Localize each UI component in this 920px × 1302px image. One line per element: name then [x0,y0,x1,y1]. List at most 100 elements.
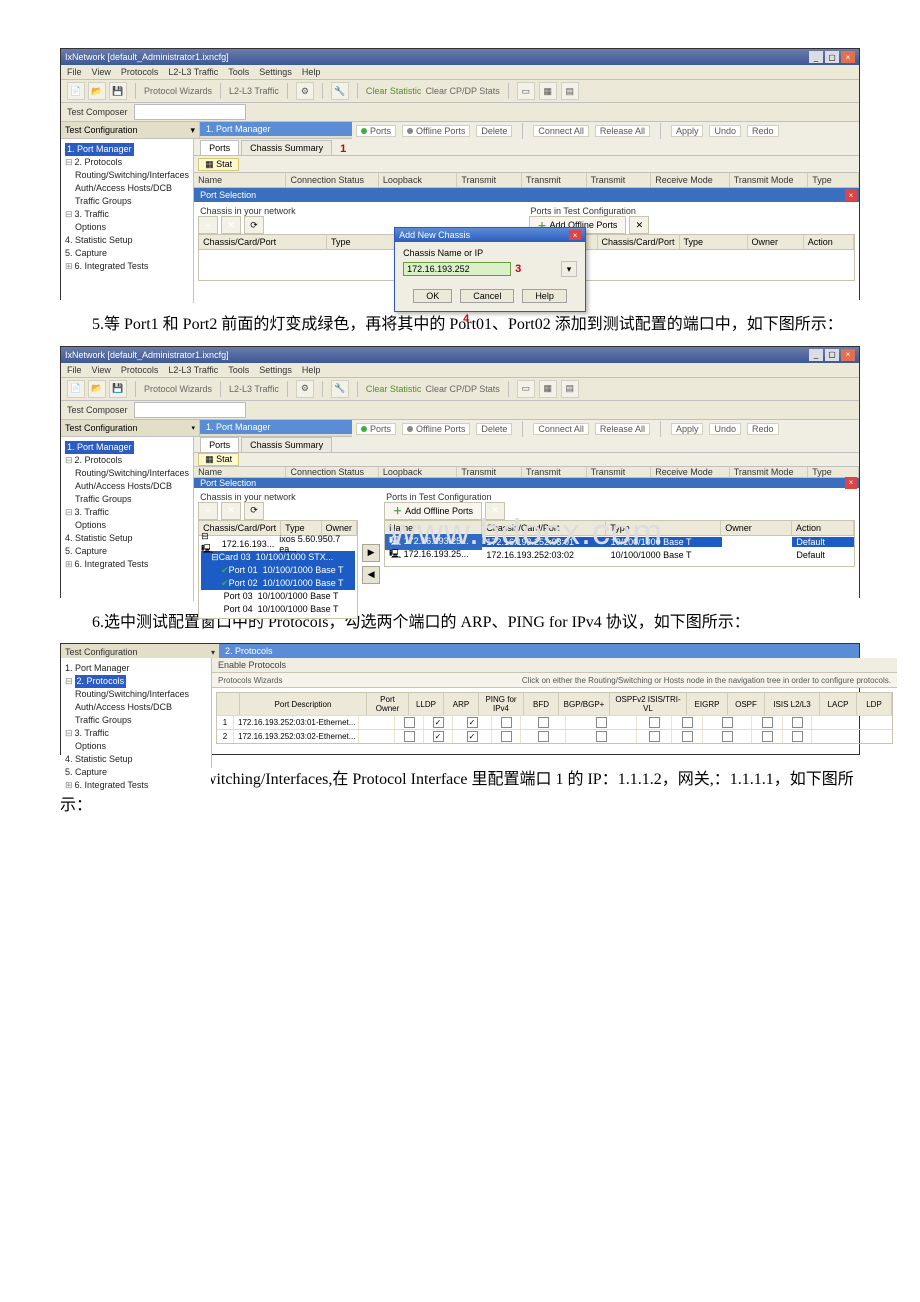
open-icon[interactable]: 📂 [88,82,106,100]
menu-help-2[interactable]: Help [302,365,321,375]
row1-ping-checkbox[interactable]: ✓ [467,717,478,728]
row2-ospfv2-checkbox[interactable] [596,731,607,742]
view-icon-3[interactable]: ▤ [561,82,579,100]
tree-port-manager-2[interactable]: 1. Port Manager [65,441,189,454]
apply-button[interactable]: Apply [671,125,704,137]
row1-ldp-checkbox[interactable] [792,717,803,728]
add-chassis-button[interactable]: ＋ [198,216,218,234]
tree-integrated-3[interactable]: ⊞6. Integrated Tests [65,779,207,792]
refresh-chassis-button[interactable]: ⟳ [244,216,264,234]
release-all-button-2[interactable]: Release All [595,423,650,435]
ok-button[interactable]: OK [413,289,452,303]
menu-view-2[interactable]: View [92,365,111,375]
menu-settings[interactable]: Settings [259,67,292,77]
test-composer-field-2[interactable] [134,402,246,418]
redo-button[interactable]: Redo [747,125,779,137]
port01-row[interactable]: ✔ Port 01 10/100/1000 Base T [201,564,355,577]
tab-chassis-summary[interactable]: Chassis Summary [241,140,332,155]
clear-statistic-btn[interactable]: Clear Statistic [366,86,422,96]
redo-button-2[interactable]: Redo [747,423,779,435]
tab-ports[interactable]: Ports [200,140,239,155]
tree-integrated-2[interactable]: ⊞6. Integrated Tests [65,558,189,571]
row1-eigrp-checkbox[interactable] [649,717,660,728]
offline-ports-button-2[interactable]: Offline Ports [402,423,470,435]
close-button-2[interactable]: × [841,349,855,361]
clear-cpdp-btn[interactable]: Clear CP/DP Stats [425,86,499,96]
tree-options-2[interactable]: Options [65,519,189,532]
tree-routing[interactable]: Routing/Switching/Interfaces [65,169,189,182]
port03-row[interactable]: Port 03 10/100/1000 Base T [201,590,355,603]
tree-traffic-groups-2[interactable]: Traffic Groups [65,493,189,506]
tree-options-3[interactable]: Options [65,740,207,753]
ports-button[interactable]: Ports [356,125,396,137]
testport-row-2[interactable]: 🖳 172.16.193.25... 172.16.193.252:03:02 … [385,549,854,562]
protocol-wizards-btn-2[interactable]: Protocol Wizards [144,384,212,394]
offline-ports-button[interactable]: Offline Ports [402,125,470,137]
row1-bfd-checkbox[interactable] [501,717,512,728]
remove-offline-button-2[interactable]: ✕ [485,502,505,520]
row1-lacp-checkbox[interactable] [762,717,773,728]
chevron-down-icon-2[interactable]: ▾ [191,424,195,432]
row1-isis-checkbox[interactable] [722,717,733,728]
clear-statistic-btn-2[interactable]: Clear Statistic [366,384,422,394]
remove-offline-button[interactable]: ✕ [629,216,649,234]
tree-traffic-2[interactable]: ⊟3. Traffic [65,506,189,519]
chevron-down-icon[interactable]: ▾ [190,125,195,136]
tree-traffic-groups-3[interactable]: Traffic Groups [65,714,207,727]
gear-icon[interactable]: ⚙ [296,82,314,100]
tree-integrated[interactable]: ⊞6. Integrated Tests [65,260,189,273]
ports-button-2[interactable]: Ports [356,423,396,435]
tree-protocols[interactable]: ⊟2. Protocols [65,156,189,169]
menu-file-2[interactable]: File [67,365,82,375]
menu-protocols[interactable]: Protocols [121,67,159,77]
apply-button-2[interactable]: Apply [671,423,704,435]
port-selection-close[interactable]: × [845,189,857,201]
undo-button[interactable]: Undo [709,125,741,137]
menu-file[interactable]: File [67,67,82,77]
port-selection-close-2[interactable]: × [845,477,857,489]
release-all-button[interactable]: Release All [595,125,650,137]
protocols-wizards-button[interactable]: Protocols Wizards [218,676,282,685]
row1-ospfv2-checkbox[interactable] [596,717,607,728]
tree-capture-3[interactable]: 5. Capture [65,766,207,779]
tree-capture-2[interactable]: 5. Capture [65,545,189,558]
tree-protocols-2[interactable]: ⊟2. Protocols [65,454,189,467]
menu-l23-2[interactable]: L2-L3 Traffic [168,365,218,375]
menu-l23[interactable]: L2-L3 Traffic [168,67,218,77]
test-composer-field[interactable] [134,104,246,120]
tree-port-manager[interactable]: 1. Port Manager [65,143,189,156]
chevron-down-icon-3[interactable]: ▾ [211,648,215,657]
row2-ping-checkbox[interactable]: ✓ [467,731,478,742]
ip-dropdown-button[interactable]: ▾ [561,261,577,277]
chassis-ip-input[interactable] [403,262,511,276]
row2-ospf-checkbox[interactable] [682,731,693,742]
row2-isis-checkbox[interactable] [722,731,733,742]
menu-protocols-2[interactable]: Protocols [121,365,159,375]
refresh-chassis-button-2[interactable]: ⟳ [244,502,264,520]
row1-ospf-checkbox[interactable] [682,717,693,728]
row1-bgp-checkbox[interactable] [538,717,549,728]
tree-auth-3[interactable]: Auth/Access Hosts/DCB [65,701,207,714]
menu-tools-2[interactable]: Tools [228,365,249,375]
connect-all-button-2[interactable]: Connect All [533,423,589,435]
row2-bgp-checkbox[interactable] [538,731,549,742]
close-button[interactable]: × [841,51,855,63]
protocol-wizards-btn[interactable]: Protocol Wizards [144,86,212,96]
chassis-row[interactable]: ⊟ 🖳 172.16.193... ixos 5.60.950.7 ea... [201,538,355,551]
view-icon-1[interactable]: ▭ [517,82,535,100]
delete-button-2[interactable]: Delete [476,423,512,435]
wrench-icon-2[interactable]: 🔧 [331,380,349,398]
new-icon-2[interactable]: 📄 [67,380,85,398]
maximize-button[interactable]: ▢ [825,51,839,63]
move-left-button[interactable]: ◀ [362,566,380,584]
menu-settings-2[interactable]: Settings [259,365,292,375]
maximize-button-2[interactable]: ▢ [825,349,839,361]
move-right-button[interactable]: ▶ [362,544,380,562]
gear-icon-2[interactable]: ⚙ [296,380,314,398]
menu-view[interactable]: View [92,67,111,77]
view-icon-2b[interactable]: ▦ [539,380,557,398]
tree-options[interactable]: Options [65,221,189,234]
row2-bfd-checkbox[interactable] [501,731,512,742]
tree-protocols-3[interactable]: ⊟2. Protocols [65,675,207,688]
minimize-button-2[interactable]: _ [809,349,823,361]
